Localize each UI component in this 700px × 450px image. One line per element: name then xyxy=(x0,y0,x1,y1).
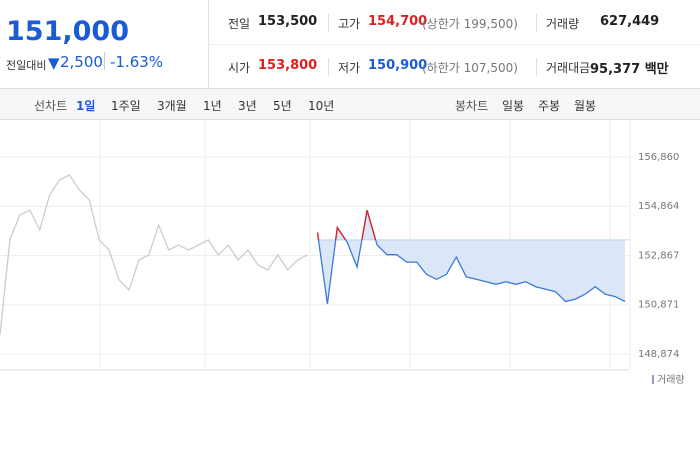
divider xyxy=(536,58,537,76)
cell-note: (상한가 199,500) xyxy=(422,17,518,31)
cell-value: 150,900 xyxy=(368,58,428,73)
y-tick-label: 154,864 xyxy=(638,201,679,212)
tab[interactable]: 1년 xyxy=(203,99,222,113)
y-tick-label: 152,867 xyxy=(638,250,679,261)
legend-label: 거래량 xyxy=(657,374,685,386)
tab[interactable]: 5년 xyxy=(273,99,292,113)
price: 151,000 xyxy=(6,16,129,47)
price-line-up xyxy=(316,210,377,240)
divider xyxy=(104,52,105,70)
cell-label: 고가 xyxy=(338,17,361,31)
divider xyxy=(328,58,329,76)
tab[interactable]: 3년 xyxy=(238,99,257,113)
cell-value: 154,700 xyxy=(368,14,428,29)
change-rate: -1.63% xyxy=(110,53,164,71)
cell-label: 전일 xyxy=(228,17,251,31)
cell-label: 시가 xyxy=(228,61,251,75)
tab[interactable]: 1일 xyxy=(76,99,96,113)
y-tick-label: 156,860 xyxy=(638,152,679,163)
cell-value: 153,800 xyxy=(258,58,318,73)
cell-label: 거래량 xyxy=(546,17,580,31)
cell-value: 95,377 백만 xyxy=(590,62,669,77)
change: 2,500 xyxy=(60,53,103,71)
tab[interactable]: 월봉 xyxy=(574,99,597,113)
cell-value: 153,500 xyxy=(258,14,318,29)
cell-note: (하한가 107,500) xyxy=(422,61,518,75)
tab[interactable]: 10년 xyxy=(308,99,335,113)
divider xyxy=(328,14,329,32)
tab[interactable]: 일봉 xyxy=(502,99,525,113)
divider xyxy=(536,14,537,32)
change-label: 전일대비 xyxy=(6,59,47,72)
cell-label: 저가 xyxy=(338,61,361,75)
chart: 거래량 148,874 150,871 152,867 154,864 156,860 xyxy=(0,120,685,386)
price-line xyxy=(0,174,308,335)
cell-label: 거래대금 xyxy=(546,61,591,75)
legend-swatch xyxy=(652,375,654,384)
y-tick-label: 150,871 xyxy=(638,300,679,311)
tab[interactable]: 3개월 xyxy=(157,99,187,113)
tab[interactable]: 주봉 xyxy=(538,99,561,113)
reference-area xyxy=(317,210,625,304)
tab[interactable]: 1주일 xyxy=(111,99,141,113)
tab-label: 봉차트 xyxy=(455,99,489,113)
row-divider xyxy=(208,44,700,45)
y-tick-label: 148,874 xyxy=(638,349,679,360)
tab-label: 선차트 xyxy=(34,99,68,113)
cell-value: 627,449 xyxy=(600,14,660,29)
tab-bar xyxy=(0,88,700,120)
down-icon: ▼ xyxy=(48,54,60,72)
